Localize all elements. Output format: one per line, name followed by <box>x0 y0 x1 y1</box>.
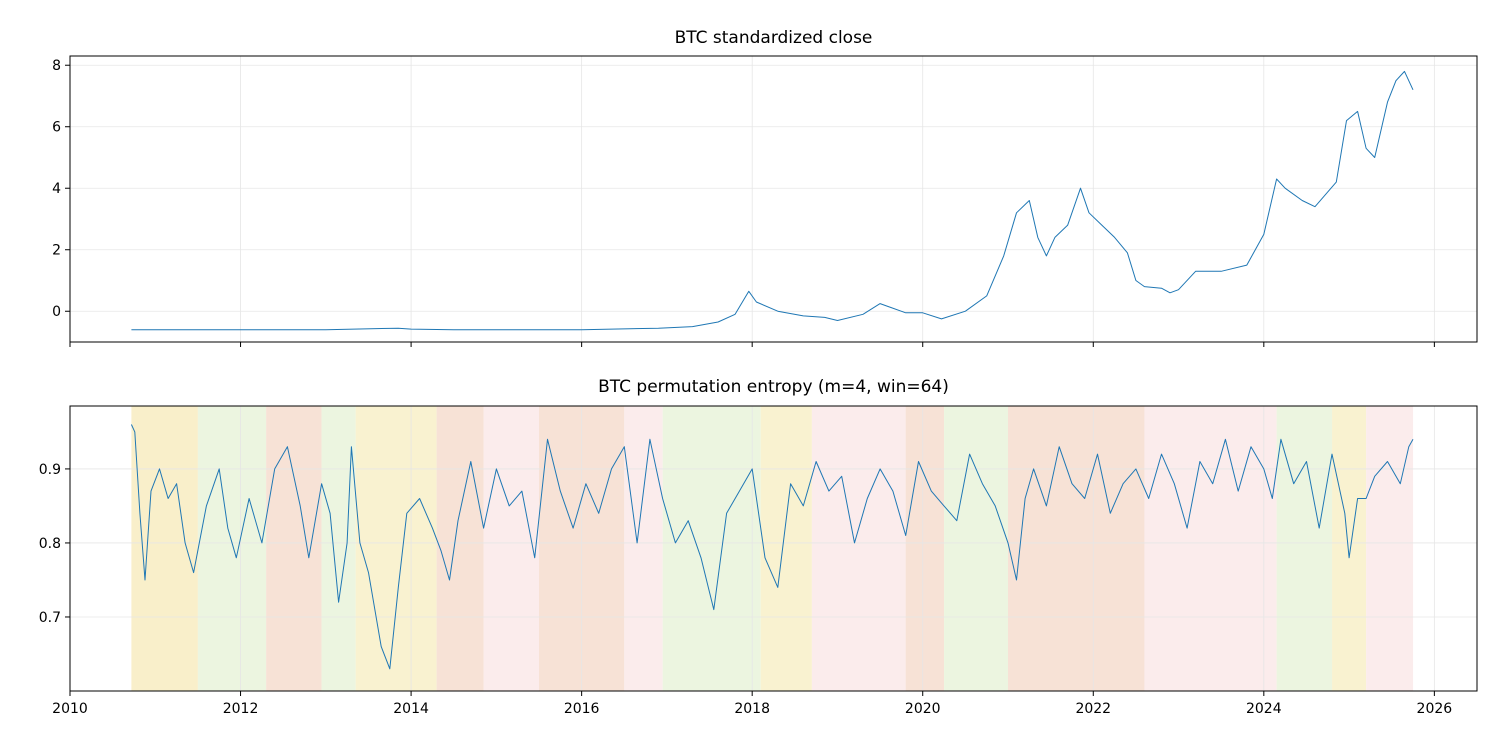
axis-layer: 2010 2012 2014 2016 2018 2020 2022 2024 2026 0.7 0… <box>39 462 1453 717</box>
y-tick-label: 4 <box>52 181 61 197</box>
regime-band <box>131 406 198 691</box>
regime-band-layer <box>131 406 1414 691</box>
x-tick-label: 2020 <box>905 701 941 717</box>
grid-layer <box>69 56 1477 342</box>
regime-band <box>760 406 812 691</box>
regime-band <box>811 406 906 691</box>
axis-layer: 0 2 4 6 8 <box>52 58 1435 347</box>
chart-title: BTC permutation entropy (m=4, win=64) <box>598 377 949 397</box>
x-tick-label: 2022 <box>1075 701 1111 717</box>
entropy-panel: BTC permutation entropy (m=4, win=64) 20… <box>39 377 1478 717</box>
regime-band <box>266 406 322 691</box>
regime-band <box>355 406 437 691</box>
close-price-panel: BTC standardized close 0 2 4 6 8 <box>52 28 1478 347</box>
regime-band <box>436 406 484 691</box>
series-layer <box>131 70 1414 331</box>
y-tick-label: 2 <box>52 243 61 259</box>
y-tick-label: 0.7 <box>39 610 61 626</box>
regime-band <box>624 406 663 691</box>
series-line <box>131 70 1414 331</box>
series-line <box>130 424 1414 670</box>
x-tick-label: 2024 <box>1246 701 1282 717</box>
y-tick-label: 0.9 <box>39 462 61 478</box>
series-layer <box>130 424 1414 670</box>
plot-frame <box>69 55 1478 343</box>
regime-band <box>1276 406 1333 691</box>
x-tick-label: 2012 <box>223 701 259 717</box>
regime-band <box>321 406 356 691</box>
regime-band <box>197 406 267 691</box>
y-tick-label: 0 <box>52 304 61 320</box>
regime-band <box>1366 406 1414 691</box>
x-tick-label: 2010 <box>52 701 88 717</box>
regime-band <box>944 406 1008 691</box>
y-tick-label: 0.8 <box>39 536 61 552</box>
regime-band <box>483 406 539 691</box>
plot-frame <box>69 405 1478 692</box>
regime-band <box>1144 406 1277 691</box>
regime-band <box>1008 406 1145 691</box>
x-tick-label: 2018 <box>734 701 770 717</box>
chart-title: BTC standardized close <box>675 28 873 48</box>
regime-band <box>662 406 761 691</box>
regime-band <box>1332 406 1367 691</box>
x-tick-label: 2026 <box>1417 701 1453 717</box>
y-tick-label: 6 <box>52 120 61 136</box>
grid-layer <box>69 406 1477 691</box>
x-tick-label: 2014 <box>393 701 429 717</box>
y-tick-label: 8 <box>52 58 61 74</box>
x-tick-label: 2016 <box>564 701 600 717</box>
regime-band <box>905 406 945 691</box>
